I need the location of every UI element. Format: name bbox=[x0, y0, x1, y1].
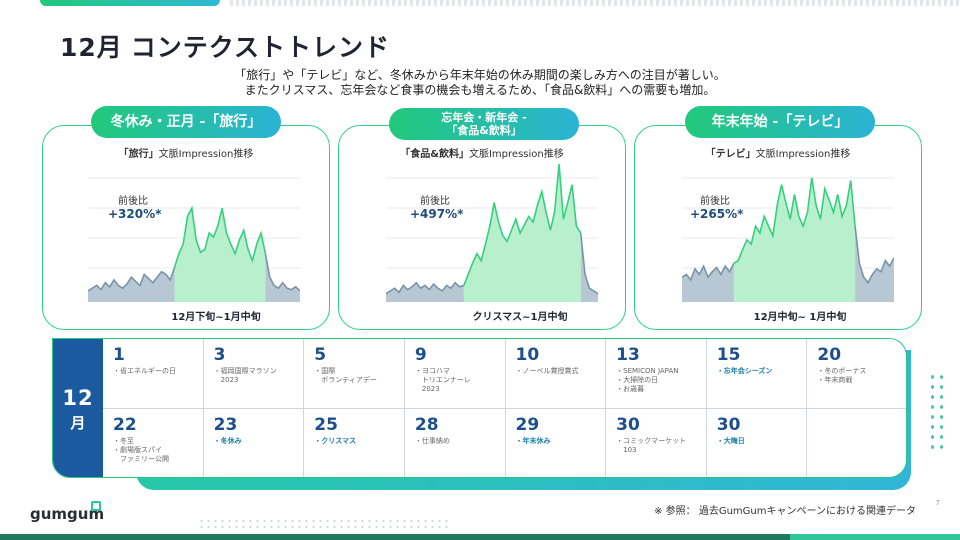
calendar-day-cell: 29 ・年末休み bbox=[506, 409, 607, 477]
calendar-day-cell: 5 ・国際 ボランティアデー bbox=[304, 339, 405, 409]
calendar-day-number: 25 bbox=[314, 415, 338, 435]
calendar-day-cell: 30 ・大晦日 bbox=[707, 409, 808, 477]
chart-base-line-before bbox=[386, 281, 465, 295]
panel-tv-lift-value: +265%* bbox=[690, 207, 744, 221]
calendar-day-events: ・SEMICON JAPAN ・大掃除の日 ・お歳暮 bbox=[616, 367, 679, 393]
calendar-day-events: ・忘年会シーズン bbox=[716, 367, 773, 375]
lead-line-2: またクリスマス、忘年会など食事の機会も増えるため、「食品&飲料」への需要も増加。 bbox=[244, 83, 716, 97]
calendar-day-cell: 13 ・SEMICON JAPAN ・大掃除の日 ・お歳暮 bbox=[606, 339, 707, 409]
bottom-dot-decoration bbox=[198, 518, 448, 528]
chart-base-line-after bbox=[264, 253, 300, 292]
page-number: 7 bbox=[935, 499, 940, 507]
calendar-day-cell: 3 ・福岡国際マラソン 2023 bbox=[203, 339, 305, 409]
chart-base-line-before bbox=[682, 262, 735, 282]
panel-tv-chart-title: 「テレビ」文脈Impression推移 bbox=[705, 149, 851, 160]
panel-food-lift-label: 前後比 bbox=[420, 196, 450, 207]
calendar-day-number: 30 bbox=[716, 415, 741, 435]
calendar-day-number: 10 bbox=[515, 345, 540, 365]
calendar-day-cell: 22 ・冬至 ・劇場版スパイ ファミリー公開 bbox=[103, 409, 204, 477]
chart-base-area-before bbox=[88, 267, 175, 302]
panel-food-chart-title: 「食品&飲料」文脈Impression推移 bbox=[400, 149, 564, 160]
calendar-day-number: 5 bbox=[314, 345, 327, 365]
calendar-day-number: 23 bbox=[213, 415, 238, 435]
calendar-day-number: 3 bbox=[213, 345, 226, 365]
calendar-day-cell: 23 ・冬休み bbox=[204, 409, 305, 477]
calendar-day-cell bbox=[807, 409, 906, 477]
panel-tv-pill: 年末年始 -「テレビ」 bbox=[685, 106, 875, 138]
calendar-day-events: ・冬休み bbox=[213, 437, 242, 445]
calendar-day-number: 20 bbox=[817, 345, 842, 365]
chart-highlight-line bbox=[733, 177, 856, 265]
page-title: 12月 コンテクストトレンド bbox=[60, 28, 390, 64]
calendar-day-number: 30 bbox=[616, 415, 640, 435]
calendar-day-events: ・冬至 ・劇場版スパイ ファミリー公開 bbox=[113, 437, 169, 463]
panel-travel-lift-value: +320%* bbox=[108, 207, 162, 221]
calendar-day-number: 15 bbox=[716, 345, 741, 365]
title-month: 12月 bbox=[60, 33, 123, 62]
side-dot-decoration bbox=[928, 372, 946, 452]
calendar-day-events: ・仕事納め bbox=[414, 437, 450, 445]
calendar-day-number: 22 bbox=[113, 415, 137, 435]
bottom-accent-bar bbox=[0, 534, 960, 540]
calendar-day-events: ・年末休み bbox=[515, 437, 551, 445]
lead-line-1: 「旅行」や「テレビ」など、冬休みから年末年始の休み期間の楽しみ方への注目が著しい… bbox=[234, 68, 726, 82]
calendar-day-number: 29 bbox=[515, 415, 540, 435]
chart-base-line-after bbox=[579, 232, 598, 295]
chart-base-area-after bbox=[855, 226, 894, 302]
calendar-day-events: ・国際 ボランティアデー bbox=[314, 367, 377, 384]
chart-base-area-before bbox=[386, 282, 464, 302]
calendar-day-cell: 25 ・クリスマス bbox=[304, 409, 405, 477]
top-hatch-decoration bbox=[230, 0, 960, 6]
calendar-day-events: ・クリスマス bbox=[314, 437, 357, 445]
chart-base-area-after bbox=[580, 233, 598, 302]
panel-tv-lift-label: 前後比 bbox=[700, 196, 730, 207]
calendar-day-events: ・省エネルギーの日 bbox=[113, 367, 176, 375]
calendar-day-cell: 20 ・冬のボーナス ・年末商戦 bbox=[807, 339, 906, 409]
calendar-day-number: 28 bbox=[414, 415, 439, 435]
panel-food-lift-value: +497%* bbox=[410, 207, 464, 221]
december-calendar: 12 月 1 ・省エネルギーの日 3 ・福岡国際マラソン 2023 5 ・国際 ボランティ… bbox=[52, 338, 907, 478]
calendar-day-events: ・ノーベル賞授賞式 bbox=[515, 367, 579, 375]
chart-base-line-before bbox=[88, 267, 176, 292]
calendar-day-number: 1 bbox=[113, 345, 125, 365]
calendar-day-number: 9 bbox=[414, 345, 427, 365]
tv-impression-chart bbox=[682, 177, 894, 302]
chart-base-line-after bbox=[854, 226, 894, 285]
calendar-day-events: ・大晦日 bbox=[716, 437, 745, 445]
calendar-day-events: ・福岡国際マラソン 2023 bbox=[213, 367, 277, 384]
top-accent-bar bbox=[40, 0, 220, 6]
panel-travel-chart-title: 「旅行」文脈Impression推移 bbox=[118, 149, 254, 160]
panel-food-pill: 忘年会・新年会 - 「食品&飲料」 bbox=[389, 108, 579, 140]
calendar-day-events: ・冬のボーナス ・年末商戦 bbox=[817, 367, 867, 384]
panel-travel-range: 12月下旬~1月中旬 bbox=[171, 312, 261, 323]
panel-travel-pill: 冬休み・正月 -「旅行」 bbox=[91, 106, 281, 138]
gumgum-logo: gumgum bbox=[30, 505, 105, 523]
calendar-day-number: 13 bbox=[616, 345, 640, 365]
chart-highlight-area bbox=[174, 208, 266, 302]
chart-highlight-area bbox=[463, 164, 581, 302]
food-impression-chart bbox=[386, 163, 598, 302]
panel-food-range: クリスマス~1月中旬 bbox=[472, 312, 568, 323]
panel-travel-lift-label: 前後比 bbox=[118, 196, 148, 207]
calendar-day-cell: 15 ・忘年会シーズン bbox=[706, 339, 808, 409]
calendar-day-cell: 1 ・省エネルギーの日 bbox=[103, 339, 204, 409]
logo-mark-icon bbox=[91, 501, 101, 511]
calendar-day-cell: 30 ・コミックマーケット 103 bbox=[606, 409, 707, 477]
calendar-day-cell: 28 ・仕事納め bbox=[405, 409, 506, 477]
calendar-day-events: ・コミックマーケット 103 bbox=[616, 437, 687, 454]
panel-tv-range: 12月中旬~ 1月中旬 bbox=[753, 312, 847, 323]
travel-impression-chart bbox=[88, 177, 300, 302]
calendar-month-badge: 12 月 bbox=[53, 339, 103, 477]
chart-base-area-before bbox=[682, 263, 734, 302]
chart-highlight-line bbox=[173, 205, 267, 268]
calendar-day-cell: 9 ・ヨコハマ トリエンナーレ 2023 bbox=[404, 339, 506, 409]
chart-highlight-area bbox=[733, 177, 856, 302]
chart-highlight-line bbox=[463, 163, 582, 286]
title-text: コンテクストトレンド bbox=[130, 33, 391, 62]
calendar-day-cell: 10 ・ノーベル賞授賞式 bbox=[505, 339, 607, 409]
source-note: ※ 参照： 過去GumGumキャンペーンにおける関連データ bbox=[654, 506, 916, 517]
calendar-grid: 1 ・省エネルギーの日 3 ・福岡国際マラソン 2023 5 ・国際 ボランティアデー 9 ・… bbox=[103, 339, 906, 477]
calendar-day-events: ・ヨコハマ トリエンナーレ 2023 bbox=[414, 367, 471, 393]
